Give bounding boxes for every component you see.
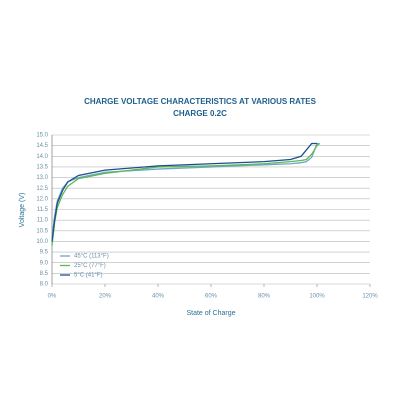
x-tick-label: 60% <box>205 294 218 300</box>
y-tick-label: 8.5 <box>40 271 49 277</box>
x-tick-label: 0% <box>48 294 57 300</box>
legend-label: 45°C (113°F) <box>74 254 109 260</box>
y-tick-label: 10.0 <box>36 239 48 245</box>
x-tick-label: 100% <box>309 294 325 300</box>
chart-subtitle: CHARGE 0.2C <box>173 109 227 118</box>
y-tick-label: 11.5 <box>37 207 49 213</box>
y-tick-label: 14.0 <box>36 154 48 160</box>
x-tick-label: 40% <box>152 294 165 300</box>
y-tick-label: 10.5 <box>36 228 48 234</box>
series-line <box>51 142 317 242</box>
y-tick-label: 12.0 <box>36 196 48 202</box>
legend-label: 25°C (77°F) <box>74 263 106 269</box>
legend-label: 5°C (41°F) <box>74 273 102 279</box>
chart-title: CHARGE VOLTAGE CHARACTERISTICS AT VARIOU… <box>84 97 317 106</box>
y-tick-label: 14.5 <box>36 143 48 149</box>
series-line <box>51 142 320 238</box>
y-tick-label: 13.5 <box>36 165 48 171</box>
y-tick-label: 13.0 <box>36 175 48 181</box>
x-tick-label: 20% <box>99 294 112 300</box>
y-tick-label: 15.0 <box>36 133 48 139</box>
y-tick-label: 12.5 <box>36 186 48 192</box>
x-tick-label: 120% <box>362 294 378 300</box>
y-tick-label: 9.5 <box>40 250 49 256</box>
y-axis-label: Voltage (V) <box>19 193 26 228</box>
y-tick-label: 11.0 <box>37 218 49 224</box>
y-tick-label: 9.0 <box>40 260 49 266</box>
y-tick-label: 8.0 <box>40 282 49 288</box>
x-axis-label: State of Charge <box>186 310 235 317</box>
x-tick-label: 80% <box>258 294 271 300</box>
series-line <box>51 143 321 246</box>
